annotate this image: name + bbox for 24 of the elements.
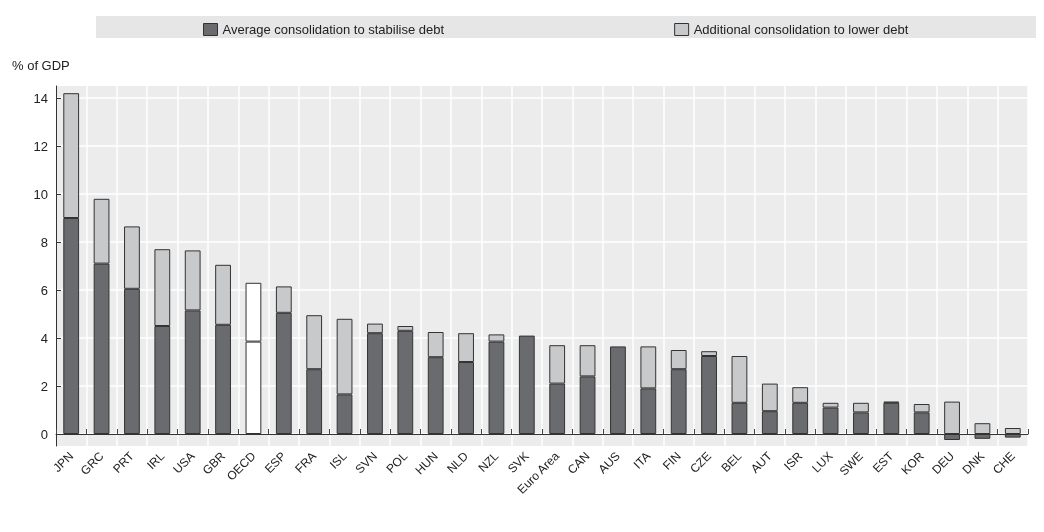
x-tick-label: FRA: [292, 449, 320, 476]
y-tick-label: 8: [40, 234, 48, 250]
y-axis-title: % of GDP: [12, 58, 70, 73]
y-tick-label: 10: [33, 186, 48, 202]
x-tick-label: USA: [170, 449, 198, 477]
y-tick-label: 2: [40, 378, 48, 394]
x-tick-label: NLD: [444, 448, 472, 476]
x-tick-label: POL: [383, 448, 411, 476]
x-tick-label: JPN: [50, 449, 77, 475]
x-tick-label: BEL: [718, 448, 745, 475]
x-tick-label: IRL: [144, 448, 168, 473]
legend-label: Average consolidation to stabilise debt: [222, 22, 445, 37]
x-tick-label: ITA: [630, 449, 654, 472]
x-tick-label: ISR: [781, 448, 806, 474]
legend-label: Additional consolidation to lower debt: [693, 22, 909, 37]
y-tick-label: 12: [33, 138, 48, 154]
y-tick-label: 6: [40, 282, 48, 298]
x-tick-label: FIN: [660, 449, 684, 473]
y-tick-label: 4: [40, 330, 48, 346]
x-tick-label: NZL: [475, 448, 502, 475]
y-tick-label: 0: [40, 426, 48, 442]
bar: [1004, 428, 1021, 434]
y-tick-label: 14: [33, 90, 48, 106]
x-tick-label: ISL: [326, 448, 350, 472]
